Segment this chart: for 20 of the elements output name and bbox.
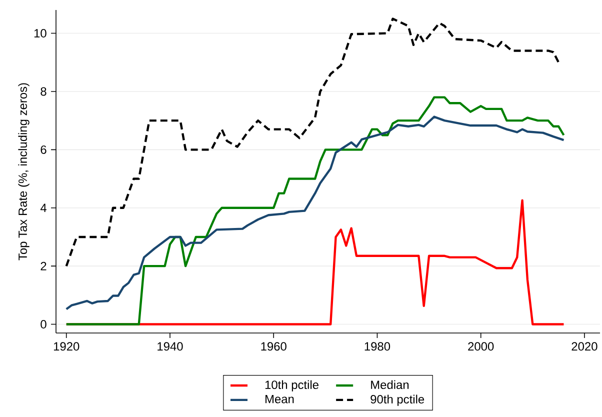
y-tick-label: 10: [34, 29, 46, 38]
line-series: [65, 116, 565, 310]
line-series: [65, 96, 565, 326]
x-tick-label: 1980: [364, 342, 390, 351]
legend-label: 90th pctile: [370, 394, 424, 406]
y-tick-label: 8: [40, 87, 46, 96]
y-tick-label: 0: [40, 320, 46, 328]
x-tick-label: 2000: [468, 342, 494, 351]
y-tick-label: 4: [40, 204, 46, 212]
y-tick-label: 6: [40, 145, 46, 154]
x-tick-label: 1940: [158, 342, 183, 351]
line-series: [65, 18, 560, 268]
y-axis-title: Top Tax Rate (%, including zeros): [18, 83, 30, 260]
x-tick-label: 1920: [54, 342, 80, 351]
legend-label: 10th pctile: [265, 380, 318, 392]
legend-label: Median: [371, 380, 409, 390]
x-tick-label: 1960: [261, 342, 286, 351]
y-tick-label: 2: [40, 262, 46, 270]
legend-label: Mean: [266, 394, 294, 404]
x-tick-label: 2020: [572, 342, 598, 351]
